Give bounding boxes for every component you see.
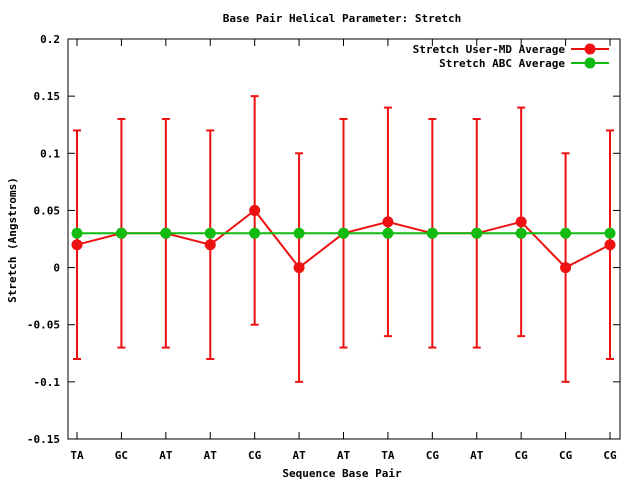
x-tick-label: AT xyxy=(159,449,173,462)
series-abc xyxy=(71,227,616,239)
chart-title: Base Pair Helical Parameter: Stretch xyxy=(223,12,461,25)
x-tick-label: AT xyxy=(204,449,218,462)
data-point xyxy=(115,227,127,239)
data-point xyxy=(204,227,216,239)
data-point xyxy=(604,239,616,251)
data-point xyxy=(515,216,527,228)
x-tick-label: CG xyxy=(426,449,440,462)
data-point xyxy=(249,204,261,216)
data-point xyxy=(160,227,172,239)
x-tick-label: CG xyxy=(603,449,617,462)
x-tick-label: AT xyxy=(337,449,351,462)
x-tick-label: TA xyxy=(381,449,395,462)
data-point xyxy=(604,227,616,239)
y-axis: -0.15 -0.1 -0.05 0 0.05 0.1 0.15 0.2 xyxy=(27,33,620,446)
x-axis: TA GC AT AT CG AT AT TA CG AT CG CG CG xyxy=(70,39,617,462)
data-point xyxy=(71,227,83,239)
y-axis-label: Stretch (Angstroms) xyxy=(6,177,19,303)
y-tick-label: 0.05 xyxy=(34,204,61,217)
y-tick-label: -0.05 xyxy=(27,319,60,332)
x-tick-label: AT xyxy=(292,449,306,462)
data-point xyxy=(560,227,572,239)
y-tick-label: 0 xyxy=(53,262,60,275)
legend-label: Stretch User-MD Average xyxy=(413,43,566,56)
data-point xyxy=(515,227,527,239)
legend-label: Stretch ABC Average xyxy=(439,57,565,70)
series-layer xyxy=(71,95,616,383)
x-axis-label: Sequence Base Pair xyxy=(282,467,402,480)
data-point xyxy=(204,239,216,251)
x-tick-label: CG xyxy=(248,449,262,462)
data-point xyxy=(471,227,483,239)
y-tick-label: -0.15 xyxy=(27,433,60,446)
x-tick-label: AT xyxy=(470,449,484,462)
y-tick-label: 0.15 xyxy=(34,90,61,103)
series-user-md xyxy=(71,95,616,383)
data-point xyxy=(426,227,438,239)
y-tick-label: 0.1 xyxy=(40,147,60,160)
data-point xyxy=(338,227,349,239)
y-tick-label: -0.1 xyxy=(34,376,61,389)
x-tick-label: GC xyxy=(115,449,128,462)
legend-marker xyxy=(584,57,596,69)
y-tick-label: 0.2 xyxy=(40,33,60,46)
legend-marker xyxy=(584,43,596,55)
x-tick-label: CG xyxy=(515,449,529,462)
data-point xyxy=(382,216,394,228)
x-tick-label: CG xyxy=(559,449,573,462)
data-point xyxy=(293,227,305,239)
data-point xyxy=(249,227,261,239)
data-point xyxy=(71,239,83,251)
data-point xyxy=(382,227,394,239)
data-point xyxy=(293,262,305,274)
data-point xyxy=(560,262,572,274)
x-tick-label: TA xyxy=(70,449,84,462)
